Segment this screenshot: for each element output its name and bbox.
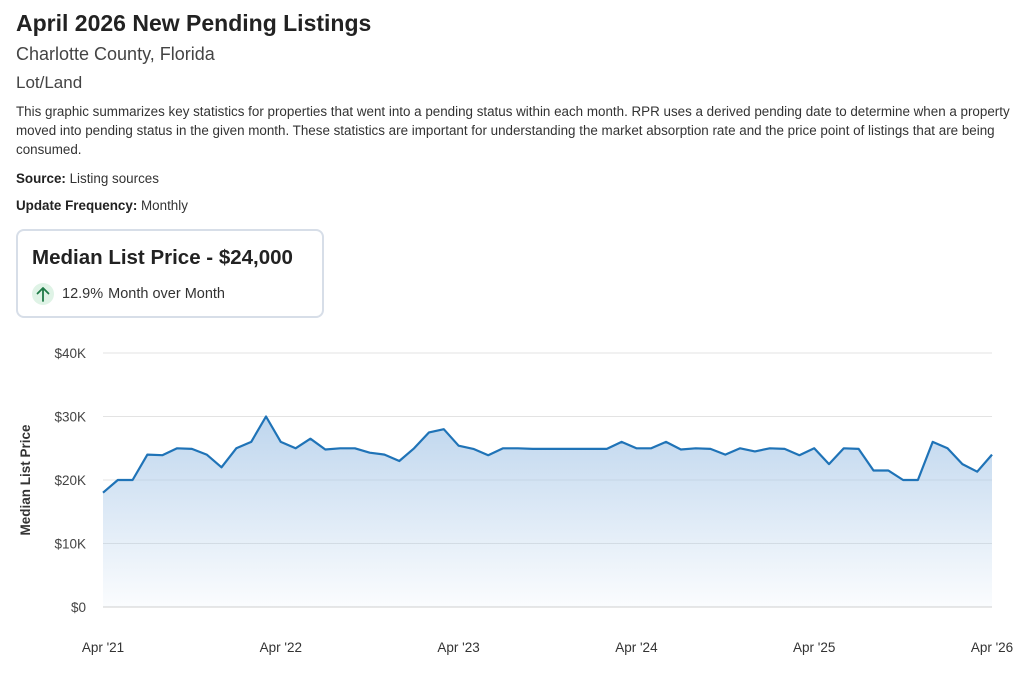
description-text: This graphic summarizes key statistics f… [16, 104, 1010, 157]
frequency-value: Monthly [141, 198, 188, 213]
y-tick-label: $0 [71, 600, 86, 615]
x-tick-label: Apr '23 [437, 640, 479, 655]
price-chart: $0 $10K $20K $30K $40K Apr '21 Apr '22 Apr '23… [18, 346, 1013, 655]
source-value: Listing sources [69, 171, 159, 186]
x-axis-ticks: Apr '21 Apr '22 Apr '23 Apr '24 Apr '25 Apr '… [82, 640, 1013, 655]
arrow-up-icon [32, 283, 54, 305]
frequency-label: Update Frequency: [16, 198, 138, 213]
property-type: Lot/Land [16, 73, 83, 92]
source-line: Source: Listing sources [16, 171, 159, 186]
y-tick-label: $40K [54, 346, 86, 361]
source-label: Source: [16, 171, 66, 186]
x-tick-label: Apr '22 [260, 640, 302, 655]
location-subtitle: Charlotte County, Florida [16, 44, 215, 64]
y-tick-label: $20K [54, 473, 86, 488]
card-change: 12.9% Month over Month [32, 283, 225, 305]
series-line [102, 415, 993, 494]
x-tick-label: Apr '26 [971, 640, 1013, 655]
page-title: April 2026 New Pending Listings [16, 10, 372, 36]
card-title: Median List Price - $24,000 [32, 246, 293, 269]
y-axis-ticks: $0 $10K $20K $30K $40K [54, 346, 86, 615]
y-tick-label: $30K [54, 410, 86, 425]
median-price-card: Median List Price - $24,000 12.9% Month … [16, 229, 324, 318]
x-tick-label: Apr '25 [793, 640, 835, 655]
x-tick-label: Apr '21 [82, 640, 124, 655]
area-fill [103, 416, 992, 607]
change-label: Month over Month [108, 286, 225, 302]
y-tick-label: $10K [54, 537, 86, 552]
x-tick-label: Apr '24 [615, 640, 658, 655]
frequency-line: Update Frequency: Monthly [16, 198, 188, 213]
change-percent: 12.9% [62, 286, 104, 302]
y-axis-label: Median List Price [18, 424, 33, 536]
